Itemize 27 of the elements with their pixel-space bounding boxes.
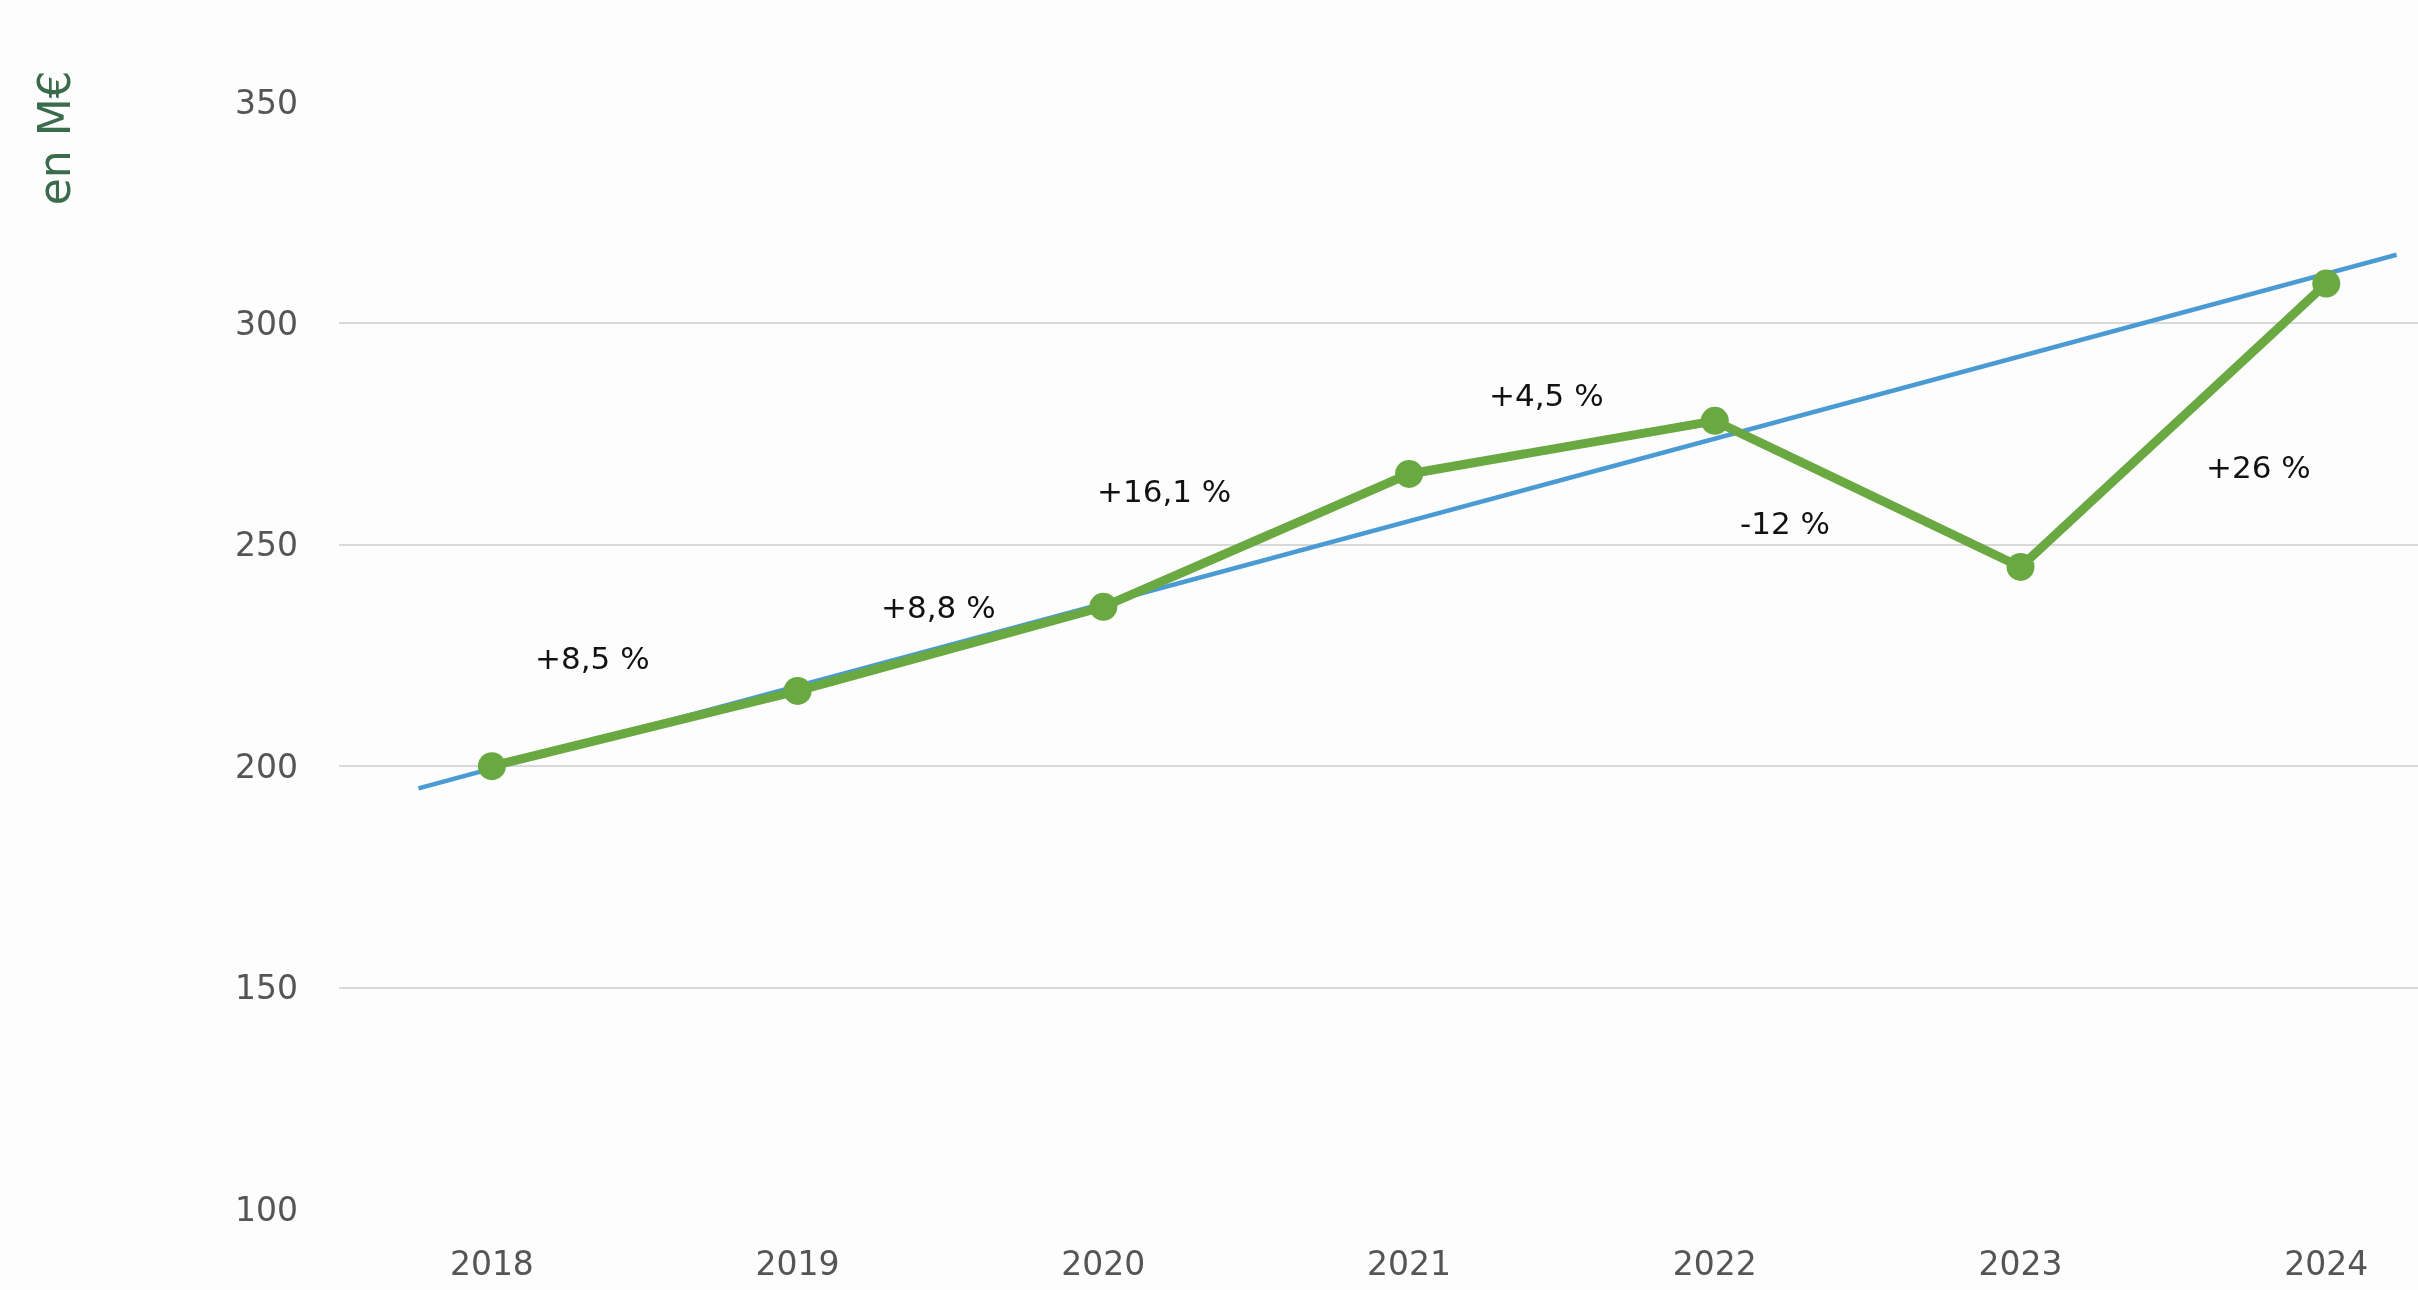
point — [2312, 269, 2341, 298]
annotation: +8,5 % — [535, 640, 650, 676]
x-tick-label: 2023 — [1978, 1244, 2063, 1283]
annotation: -12 % — [1740, 505, 1830, 541]
annotation: +16,1 % — [1097, 473, 1232, 509]
y-tick-label: 250 — [235, 525, 298, 565]
x-tick-label: 2019 — [755, 1244, 840, 1283]
y-tick-label: 350 — [235, 82, 298, 122]
y-tick-label: 300 — [235, 303, 298, 343]
x-tick-label: 2018 — [449, 1244, 534, 1283]
y-tick-label: 150 — [235, 968, 298, 1008]
point — [477, 752, 506, 781]
point — [1395, 459, 1424, 488]
y-tick-label: 100 — [235, 1189, 298, 1229]
point — [1089, 592, 1118, 621]
x-tick-label: 2022 — [1672, 1244, 1757, 1283]
point — [1700, 406, 1729, 435]
annotation: +26 % — [2206, 449, 2311, 485]
x-tick-label: 2020 — [1061, 1244, 1146, 1283]
y-tick-label: 200 — [235, 746, 298, 786]
x-tick-label: 2021 — [1367, 1244, 1452, 1283]
annotation: +8,8 % — [881, 589, 996, 625]
x-tick-label: 2024 — [2284, 1244, 2369, 1283]
point — [783, 676, 812, 705]
y-axis-title: en M€ — [28, 70, 80, 206]
annotation: +4,5 % — [1489, 377, 1604, 413]
point — [2006, 552, 2035, 581]
